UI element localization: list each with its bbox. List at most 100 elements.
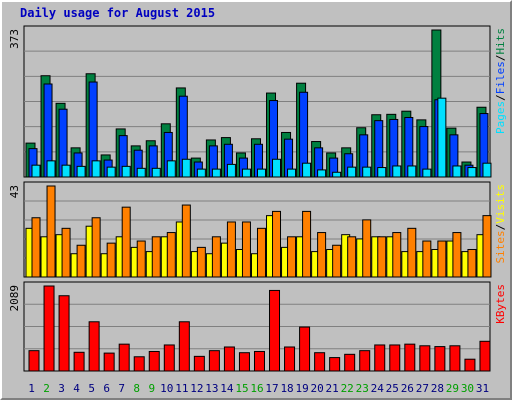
bar-sites <box>377 236 387 278</box>
bar-kbytes <box>133 356 145 372</box>
bar-kbytes <box>479 340 491 372</box>
panel-max-label: 2089 <box>8 285 21 312</box>
bar-sites <box>46 185 56 278</box>
day-label: 20 <box>311 382 324 395</box>
bar-kbytes <box>58 295 70 372</box>
bar-pages <box>287 168 297 178</box>
bar-sites <box>211 236 221 278</box>
bar-pages <box>121 165 131 178</box>
day-label: 6 <box>103 382 110 395</box>
bar-kbytes <box>238 352 250 372</box>
panel-2: 43 Sites/Visits <box>8 181 507 278</box>
day-label: 2 <box>43 382 50 395</box>
bar-sites <box>226 221 236 278</box>
panel-legend: KBytes <box>494 284 507 324</box>
legend-kbytes: KBytes <box>494 284 507 324</box>
bar-kbytes <box>148 350 160 372</box>
panel-1: 373 Pages/Files/Hits <box>8 25 507 178</box>
bar-kbytes <box>419 345 431 372</box>
day-label: 8 <box>133 382 140 395</box>
bar-sites <box>317 232 327 278</box>
day-label: 29 <box>446 382 459 395</box>
bar-kbytes <box>193 355 205 372</box>
bar-sites <box>91 217 101 278</box>
panel-3: 2089 KBytes <box>8 281 507 372</box>
bar-pages <box>482 162 492 178</box>
bar-pages <box>377 167 387 178</box>
day-label: 24 <box>371 382 385 395</box>
panel-max-label: 373 <box>8 29 21 49</box>
bar-kbytes <box>88 321 100 372</box>
day-label: 22 <box>341 382 354 395</box>
day-label: 15 <box>235 382 248 395</box>
day-label: 17 <box>265 382 278 395</box>
day-label: 30 <box>461 382 474 395</box>
day-label: 19 <box>295 382 308 395</box>
bar-sites <box>181 204 191 278</box>
day-label: 5 <box>88 382 95 395</box>
bar-sites <box>196 246 206 278</box>
day-label: 4 <box>73 382 80 395</box>
bar-kbytes <box>299 326 311 372</box>
chart-title: Daily usage for August 2015 <box>20 6 215 20</box>
bar-pages <box>241 168 251 178</box>
series-pages <box>31 97 492 178</box>
bar-pages <box>76 165 86 178</box>
bar-sites <box>392 232 402 278</box>
legend-sites: Sites <box>494 230 507 263</box>
bar-kbytes <box>449 345 461 372</box>
bar-pages <box>136 167 146 178</box>
day-label: 9 <box>148 382 155 395</box>
bar-sites <box>76 244 86 278</box>
bar-sites <box>121 206 131 278</box>
bar-pages <box>151 167 161 178</box>
bar-sites <box>166 232 176 278</box>
bar-sites <box>347 236 357 278</box>
panel-legend: Pages/Files/Hits <box>494 28 507 134</box>
bar-pages <box>61 164 71 178</box>
bar-sites <box>362 219 372 278</box>
bar-pages <box>422 168 432 178</box>
bar-sites <box>407 227 417 278</box>
day-label: 31 <box>476 382 489 395</box>
bar-pages <box>256 168 266 178</box>
bar-kbytes <box>329 357 341 372</box>
legend-separator: / <box>494 224 507 231</box>
panel-max-label: 43 <box>8 185 21 198</box>
bar-pages <box>347 166 357 178</box>
bar-sites <box>31 217 41 278</box>
day-label: 23 <box>356 382 369 395</box>
bar-sites <box>287 236 297 278</box>
bar-sites <box>422 240 432 278</box>
day-label: 10 <box>160 382 173 395</box>
bar-sites <box>302 210 312 278</box>
bar-pages <box>392 165 402 178</box>
day-label: 3 <box>58 382 65 395</box>
bar-pages <box>467 167 477 178</box>
bar-sites <box>151 236 161 278</box>
legend-visits: Visits <box>494 184 507 224</box>
bar-kbytes <box>163 344 175 372</box>
legend-files: Files <box>494 61 507 94</box>
bar-kbytes <box>253 350 265 372</box>
bar-pages <box>91 160 101 178</box>
legend-separator: / <box>494 94 507 101</box>
bar-sites <box>272 210 282 278</box>
bar-pages <box>46 160 56 178</box>
bar-sites <box>452 232 462 278</box>
bar-sites <box>241 221 251 278</box>
bar-pages <box>106 166 116 178</box>
day-label: 21 <box>326 382 339 395</box>
bar-pages <box>181 158 191 178</box>
bar-kbytes <box>434 346 446 372</box>
bar-pages <box>452 165 462 178</box>
bar-pages <box>211 168 221 178</box>
bar-kbytes <box>464 358 476 372</box>
bar-kbytes <box>103 352 115 372</box>
day-label: 18 <box>280 382 293 395</box>
day-label: 14 <box>220 382 234 395</box>
bar-kbytes <box>208 350 220 372</box>
bar-kbytes <box>284 346 296 372</box>
day-label: 27 <box>416 382 429 395</box>
day-label: 26 <box>401 382 414 395</box>
